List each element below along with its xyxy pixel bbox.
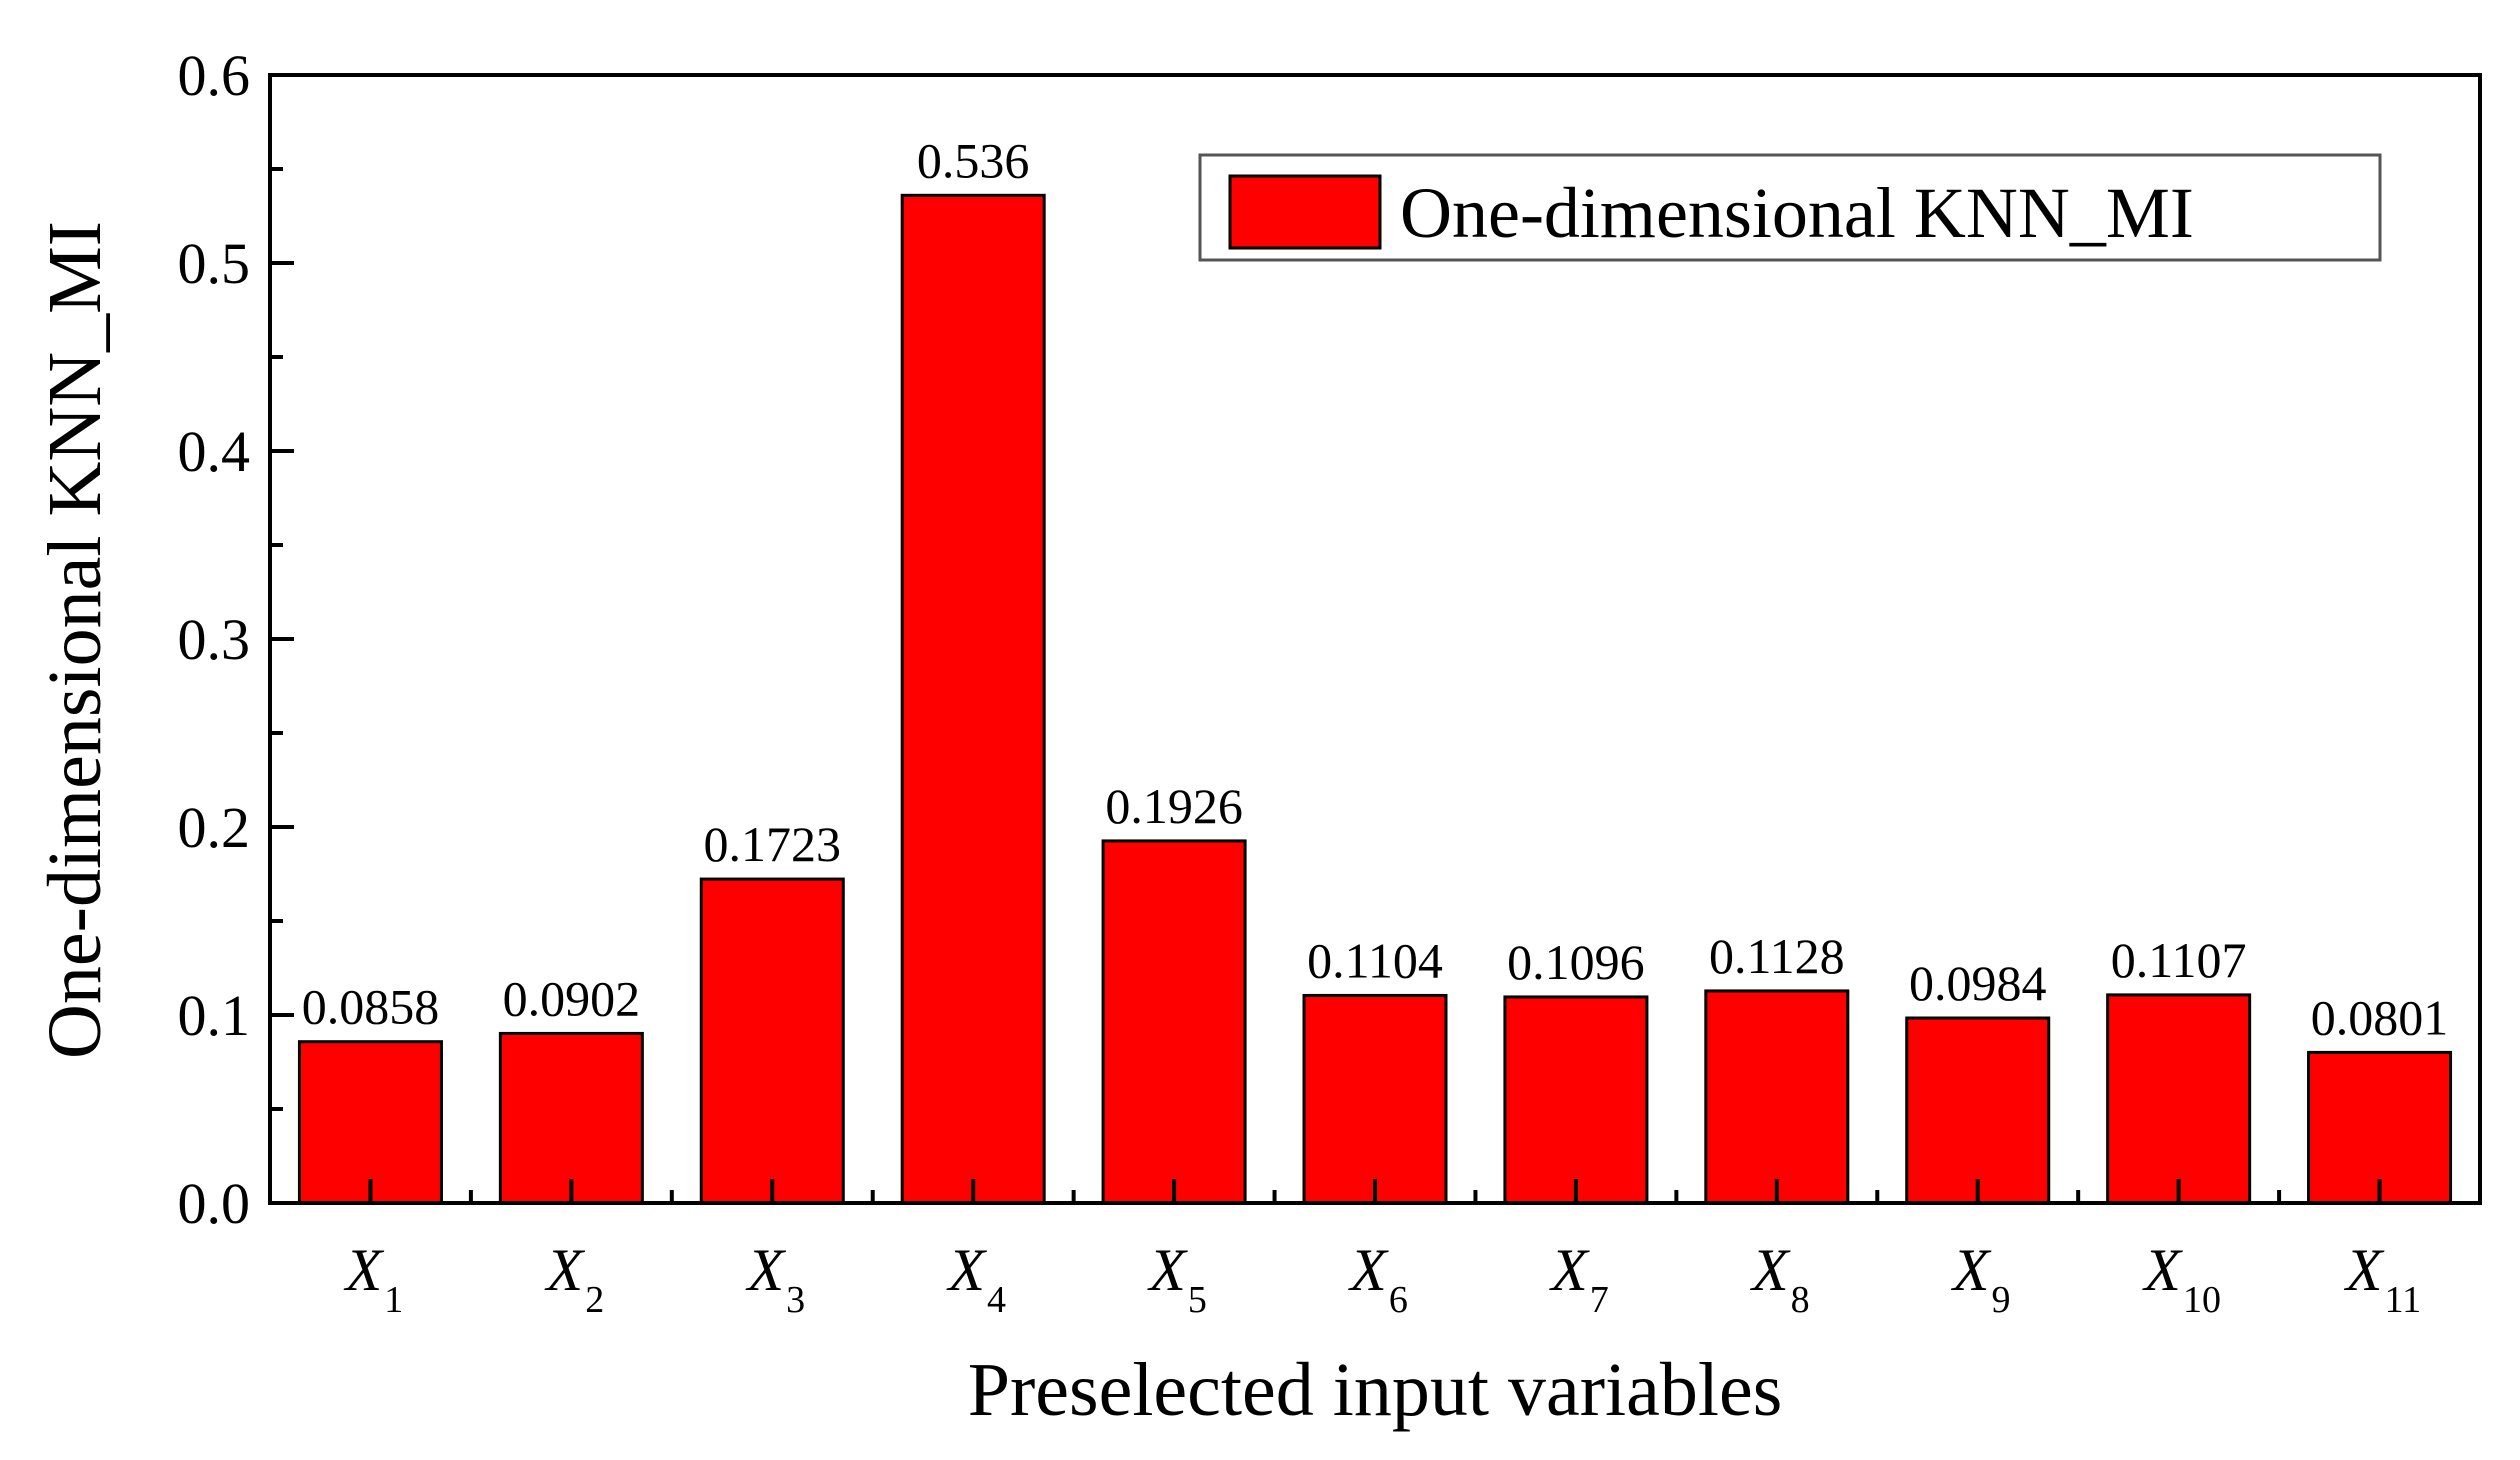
bars-layer	[297, 193, 2453, 1205]
data-label: 0.0902	[503, 970, 641, 1026]
y-tick-label: 0.1	[178, 983, 251, 1048]
x-tick-label: X4	[946, 1237, 1006, 1321]
bar-x7	[1503, 995, 1649, 1205]
x-tick-label: X11	[2344, 1237, 2421, 1321]
bar-x6	[1302, 993, 1448, 1205]
legend-label: One-dimensional KNN_MI	[1400, 173, 2194, 253]
bar-x2	[498, 1031, 644, 1205]
x-tick-label: X3	[745, 1237, 805, 1321]
data-label: 0.1104	[1307, 932, 1443, 988]
x-tick-label: X5	[1147, 1237, 1207, 1321]
x-tick-label: X10	[2142, 1237, 2221, 1321]
y-tick-label: 0.2	[178, 795, 251, 860]
legend-swatch	[1228, 174, 1382, 250]
y-tick-label: 0.4	[178, 419, 251, 484]
data-label: 0.536	[917, 132, 1030, 188]
x-axis: X1 X2 X3 X4 X5 X6 X7 X8 X9 X10 X11	[344, 1179, 2421, 1321]
bar-x5	[1101, 839, 1247, 1205]
x-tick-label: X6	[1348, 1237, 1408, 1321]
data-label: 0.1096	[1507, 934, 1645, 990]
data-label: 0.1128	[1709, 928, 1845, 984]
x-tick-label: X8	[1750, 1237, 1810, 1321]
data-label: 0.0984	[1909, 955, 2047, 1011]
bar-x11	[2307, 1050, 2453, 1205]
bar-x3	[699, 877, 845, 1205]
x-tick-label: X9	[1951, 1237, 2011, 1321]
y-axis-title: One-dimensional KNN_MI	[33, 221, 117, 1059]
y-tick-label: 0.5	[178, 231, 251, 296]
bar-x1	[297, 1040, 443, 1205]
y-tick-label: 0.0	[178, 1171, 251, 1236]
data-label: 0.1723	[704, 816, 842, 872]
y-axis: 0.0 0.1 0.2 0.3 0.4 0.5 0.6	[178, 43, 294, 1236]
x-tick-label: X1	[344, 1237, 404, 1321]
bar-x10	[2106, 993, 2252, 1205]
data-label: 0.0858	[302, 979, 440, 1035]
y-tick-label: 0.3	[178, 607, 251, 672]
x-tick-label: X7	[1549, 1237, 1609, 1321]
bar-x4	[900, 193, 1046, 1205]
legend-box	[1198, 153, 2382, 262]
data-label: 0.1107	[2111, 932, 2247, 988]
data-label: 0.1926	[1105, 778, 1243, 834]
data-label: 0.0801	[2311, 989, 2449, 1045]
legend: One-dimensional KNN_MI	[1198, 153, 2382, 262]
data-labels-layer: 0.0858 0.0902 0.1723 0.536 0.1926 0.1104 0.109…	[302, 132, 2449, 1045]
bar-x9	[1905, 1016, 2051, 1205]
bar-x8	[1704, 989, 1850, 1205]
y-tick-label: 0.6	[178, 43, 251, 108]
x-axis-title: Preselected input variables	[968, 1348, 1783, 1432]
x-tick-label: X2	[545, 1237, 605, 1321]
